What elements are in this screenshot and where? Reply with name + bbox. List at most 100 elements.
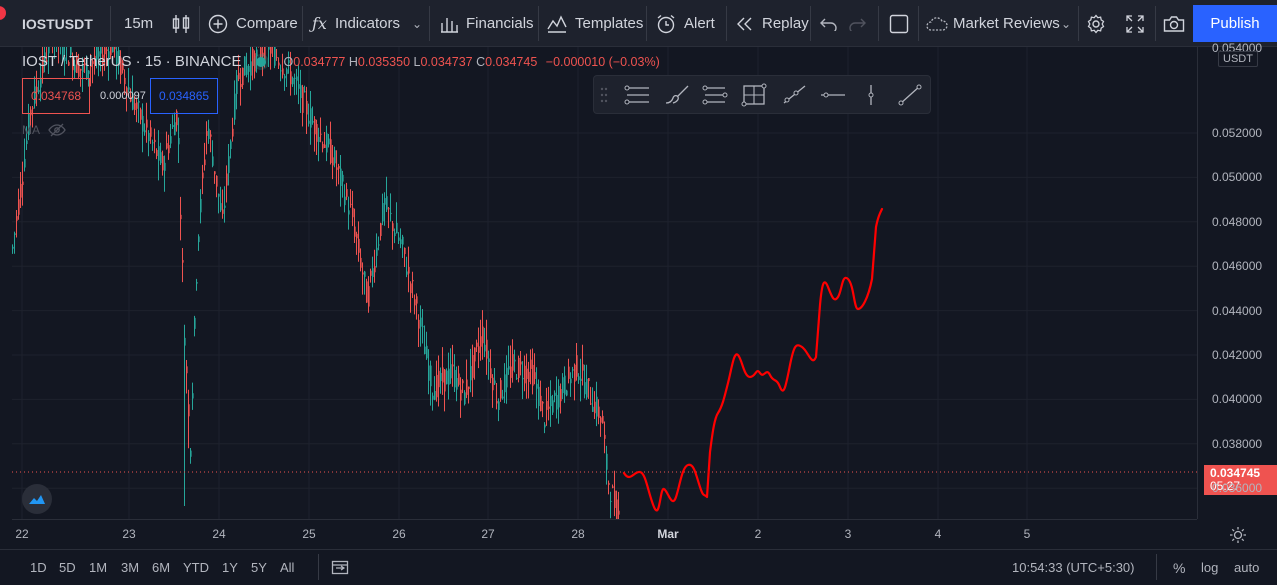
indicators-dropdown[interactable]: ⌄ [412, 0, 422, 47]
axis-settings-button[interactable] [1230, 527, 1246, 548]
tradingview-logo[interactable] [22, 484, 52, 514]
replay-button[interactable]: Replay [736, 0, 809, 47]
range-button-1m[interactable]: 1M [89, 560, 108, 575]
fullscreen-button[interactable] [1126, 0, 1144, 47]
candle-body [350, 203, 352, 205]
trend-line-tool[interactable] [893, 80, 927, 110]
candle-body [604, 434, 606, 439]
templates-button[interactable]: Templates [547, 0, 643, 47]
candle-body [308, 120, 310, 124]
timezone-clock[interactable]: 10:54:33 (UTC+5:30) [1012, 560, 1135, 575]
vertical-line-tool[interactable] [854, 80, 888, 110]
candle-body [332, 157, 334, 166]
auto-scale-button[interactable]: auto [1234, 560, 1260, 575]
log-scale-button[interactable]: log [1201, 560, 1219, 575]
last-price-label: 0.034745 05:27 [1204, 465, 1277, 495]
candle-body [278, 62, 280, 66]
eye-crossed-icon[interactable] [48, 123, 66, 137]
drag-handle-icon[interactable] [600, 86, 608, 104]
layout-button[interactable] [889, 0, 909, 47]
price-axis[interactable]: 0.054000 USDT 0.034745 05:27 0.052000 0.0… [1197, 41, 1277, 519]
candle-body [82, 64, 84, 73]
templates-icon [547, 14, 567, 33]
undo-button[interactable] [820, 0, 838, 47]
candle-body [264, 35, 266, 61]
buy-price-button[interactable]: 0.034865 [150, 78, 218, 114]
go-to-date-button[interactable] [331, 559, 349, 580]
candle-body [426, 345, 428, 359]
time-tick-label: 24 [212, 527, 226, 541]
candle-body [70, 46, 72, 55]
candle-body [418, 319, 420, 329]
notification-badge[interactable] [0, 6, 6, 20]
candle-body [502, 396, 504, 399]
candle-body [522, 377, 524, 380]
candle-body [566, 390, 568, 396]
pitchfork-tool[interactable] [620, 80, 654, 110]
candle-body [552, 400, 554, 413]
alert-button[interactable]: Alert [656, 0, 715, 47]
candle-body [338, 165, 340, 169]
change-value: −0.000010 (−0.03%) [545, 54, 660, 69]
candle-body [582, 364, 584, 371]
candle-body [24, 158, 26, 168]
time-axis[interactable]: 22 23 24 25 26 27 28 Mar 2 3 4 5 [12, 519, 1197, 549]
market-reviews-dropdown[interactable]: ⌄ [1061, 0, 1071, 47]
candle-body [428, 365, 430, 381]
time-tick-label: 23 [122, 527, 136, 541]
candle-body [146, 119, 148, 128]
market-reviews-button[interactable]: Market Reviews [926, 0, 1060, 47]
symbol-title[interactable]: IOST / TetherUS · 15 · BINANCE [22, 53, 242, 70]
horizontal-line-tool[interactable] [816, 80, 850, 110]
undo-icon [820, 18, 837, 31]
brush-drawing[interactable] [622, 207, 884, 512]
candle-body [612, 486, 614, 488]
range-button-3m[interactable]: 3M [121, 560, 140, 575]
fx-icon: ƒx [312, 14, 327, 33]
gann-box-tool[interactable] [737, 80, 771, 110]
chart-pane[interactable] [12, 12, 1197, 531]
parallel-channel-tool[interactable] [698, 80, 732, 110]
compare-button[interactable]: Compare [208, 0, 298, 47]
candle-body [362, 272, 364, 275]
candle-body [204, 159, 206, 166]
symbol-search-button[interactable]: IOSTUSDT [22, 15, 93, 32]
currency-button[interactable]: USDT [1218, 51, 1258, 67]
candle-body [408, 267, 410, 274]
candles-chart-type-button[interactable] [172, 0, 190, 47]
chevron-down-icon: ⌄ [412, 16, 423, 31]
sell-price-button[interactable]: 0.034768 [22, 78, 90, 114]
candle-body [212, 156, 214, 166]
candle-body [464, 392, 466, 405]
candle-body [42, 56, 44, 74]
range-button-5y[interactable]: 5Y [251, 560, 267, 575]
publish-button[interactable]: Publish [1193, 5, 1277, 42]
financials-button[interactable]: Financials [440, 0, 534, 47]
settings-button[interactable] [1086, 0, 1106, 47]
range-button-1d[interactable]: 1D [30, 560, 47, 575]
interval-button[interactable]: 15m [124, 15, 154, 32]
candle-body [68, 62, 70, 66]
range-button-all[interactable]: All [280, 560, 295, 575]
range-button-6m[interactable]: 6M [152, 560, 171, 575]
indicators-button[interactable]: ƒx Indicators [312, 14, 400, 33]
candle-body [186, 366, 188, 374]
candle-body [450, 364, 452, 379]
redo-button[interactable] [848, 0, 866, 47]
chevron-down-icon: ⌄ [1061, 16, 1072, 31]
ray-icon [783, 85, 806, 104]
candle-body [556, 394, 558, 410]
ray-tool[interactable] [777, 80, 811, 110]
candle-body [462, 380, 464, 384]
range-button-ytd[interactable]: YTD [183, 560, 209, 575]
brush-tool[interactable] [660, 80, 694, 110]
candle-body [508, 366, 510, 370]
candle-body [452, 364, 454, 367]
candle-body [406, 271, 408, 275]
range-button-5d[interactable]: 5D [59, 560, 76, 575]
percent-scale-button[interactable]: % [1173, 560, 1186, 576]
range-button-1y[interactable]: 1Y [222, 560, 238, 575]
price-chart[interactable] [12, 12, 1197, 531]
snapshot-button[interactable] [1163, 0, 1185, 47]
ma-indicator-legend[interactable]: MA [22, 123, 66, 137]
